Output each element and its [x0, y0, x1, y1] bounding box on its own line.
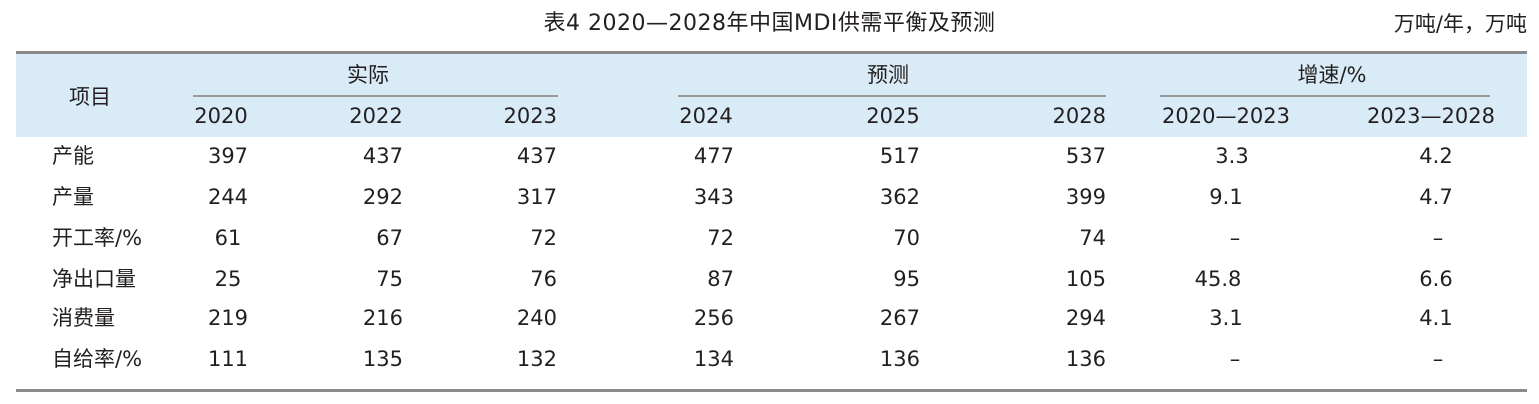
header-item: 项目	[69, 85, 111, 109]
top-rule	[16, 51, 1527, 54]
header-year-2020: 2020	[194, 104, 248, 128]
row-label-self-sufficiency: 自给率/%	[52, 347, 143, 371]
header-year-2024: 2024	[679, 104, 733, 128]
table-cell: 74	[1079, 226, 1106, 250]
header-group-forecast: 预测	[867, 63, 909, 87]
bottom-rule	[16, 389, 1527, 392]
row-label-capacity: 产能	[52, 144, 94, 168]
table-cell: 134	[693, 347, 734, 371]
table-cell: 76	[530, 267, 557, 291]
table-cell: 317	[516, 185, 557, 209]
table-cell: 397	[207, 144, 249, 168]
table-cell: 25	[214, 267, 242, 291]
header-year-2023: 2023	[503, 104, 557, 128]
row-label-net-export: 净出口量	[52, 267, 136, 291]
table-cell: 111	[207, 347, 249, 371]
table-cell: 3.3	[1215, 144, 1249, 168]
table-cell: 105	[1065, 267, 1106, 291]
table-cell: 4.1	[1419, 306, 1453, 330]
header-year-2028: 2028	[1052, 104, 1106, 128]
header-group-growth: 增速/%	[1297, 63, 1367, 87]
table-cell: 216	[362, 306, 403, 330]
row-label-output: 产量	[52, 185, 94, 209]
table-cell: 240	[516, 306, 557, 330]
table-title: 表4 2020—2028年中国MDI供需平衡及预测	[543, 11, 996, 36]
row-label-operating-rate: 开工率/%	[52, 226, 143, 250]
table-cell: 437	[362, 144, 403, 168]
unit-label: 万吨/年，万吨	[1393, 12, 1527, 36]
table-cell: 61	[214, 226, 242, 250]
table-cell: 362	[879, 185, 920, 209]
table-cell: 72	[530, 226, 557, 250]
table-cell: –	[1432, 347, 1444, 371]
table-cell: 244	[207, 185, 249, 209]
table-cell: 95	[893, 267, 920, 291]
table-cell: 517	[879, 144, 920, 168]
table-cell: 477	[693, 144, 734, 168]
table-cell: 45.8	[1194, 267, 1242, 291]
table-cell: 294	[1065, 306, 1106, 330]
table-cell: 292	[362, 185, 403, 209]
table-cell: 437	[516, 144, 557, 168]
table-cell: 136	[1065, 347, 1106, 371]
row-label-consumption: 消费量	[52, 306, 115, 330]
header-period-2023-2028: 2023—2028	[1367, 104, 1495, 128]
table-cell: 136	[879, 347, 920, 371]
forecast-group-underline	[678, 95, 1106, 97]
table-cell: –	[1432, 226, 1444, 250]
table-cell: 256	[693, 306, 734, 330]
table-cell: 70	[893, 226, 920, 250]
table-cell: 267	[879, 306, 920, 330]
table-cell: 75	[376, 267, 403, 291]
table-cell: 3.1	[1209, 306, 1243, 330]
header-period-2020-2023: 2020—2023	[1162, 104, 1290, 128]
table-cell: 67	[376, 226, 403, 250]
table-cell: –	[1229, 226, 1241, 250]
table-cell: 537	[1065, 144, 1106, 168]
growth-group-underline	[1160, 95, 1490, 97]
table-cell: 343	[693, 185, 734, 209]
table-cell: 6.6	[1419, 267, 1453, 291]
table-cell: 135	[362, 347, 403, 371]
header-year-2025: 2025	[866, 104, 920, 128]
table-cell: 132	[516, 347, 557, 371]
table-cell: 4.2	[1419, 144, 1453, 168]
table-cell: 9.1	[1209, 185, 1243, 209]
actual-group-underline	[193, 95, 558, 97]
table-cell: 219	[207, 306, 249, 330]
table-cell: –	[1229, 347, 1241, 371]
table-cell: 87	[707, 267, 734, 291]
table-cell: 399	[1065, 185, 1106, 209]
header-group-actual: 实际	[347, 63, 389, 87]
table-cell: 72	[707, 226, 734, 250]
table-cell: 4.7	[1419, 185, 1453, 209]
header-year-2022: 2022	[349, 104, 403, 128]
